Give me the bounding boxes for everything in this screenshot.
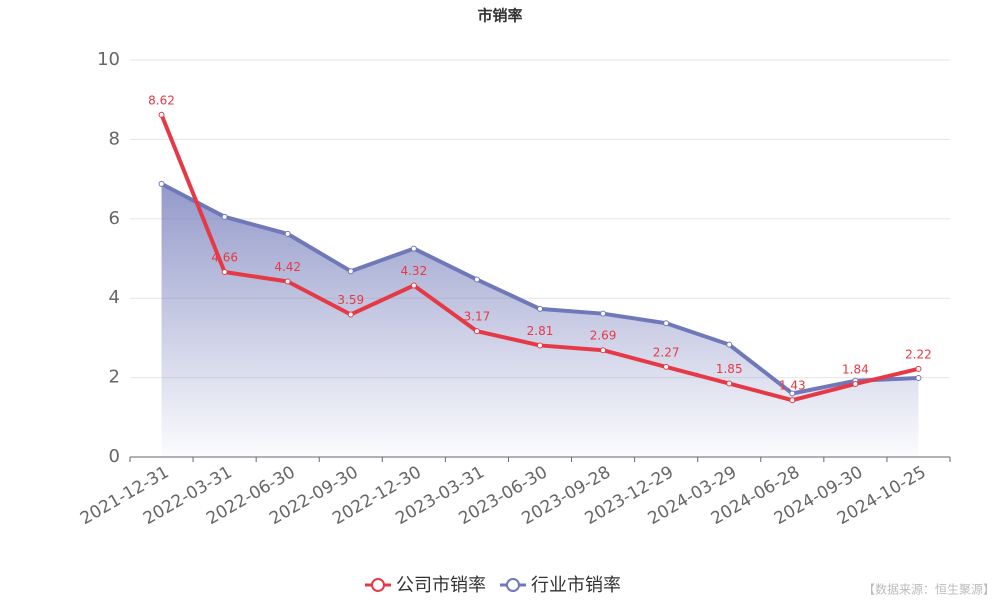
chart-title: 市销率: [477, 7, 522, 25]
point: [726, 341, 733, 348]
data-label: 1.85: [716, 362, 743, 376]
point: [852, 380, 859, 387]
data-label: 3.59: [337, 293, 364, 307]
y-tick-label: 2: [109, 367, 120, 388]
legend-label: 公司市销率: [396, 575, 486, 596]
point: [600, 347, 607, 354]
data-label: 2.69: [590, 329, 617, 343]
data-label: 1.84: [842, 362, 869, 376]
source-note: 【数据来源：恒生聚源】: [863, 582, 995, 597]
point: [284, 278, 291, 285]
point: [537, 342, 543, 349]
point: [347, 268, 354, 275]
y-tick-label: 6: [109, 208, 120, 229]
point: [221, 213, 228, 220]
point: [158, 180, 165, 187]
point: [347, 311, 354, 318]
data-label: 4.42: [274, 260, 301, 274]
data-label: 2.81: [527, 324, 554, 338]
point: [915, 365, 922, 372]
data-label: 3.17: [464, 310, 491, 324]
point: [789, 390, 796, 397]
point: [221, 268, 228, 275]
data-label: 2.27: [653, 345, 680, 359]
data-label: 1.43: [779, 379, 806, 393]
point: [726, 380, 733, 387]
point: [410, 245, 417, 252]
legend-marker: [371, 578, 385, 592]
data-label: 2.22: [905, 347, 932, 361]
point: [473, 276, 480, 283]
data-label: 4.32: [400, 264, 427, 278]
y-tick-label: 4: [109, 287, 120, 308]
point: [284, 230, 291, 237]
point: [600, 310, 607, 317]
legend-label: 行业市销率: [531, 575, 621, 596]
point: [410, 282, 417, 289]
point: [158, 111, 165, 118]
y-tick-label: 8: [109, 128, 120, 149]
area: [161, 183, 919, 457]
point: [789, 397, 796, 404]
y-tick-label: 0: [109, 446, 120, 467]
data-label: 4.66: [211, 250, 238, 264]
data-label: 8.62: [148, 93, 175, 107]
legend-marker: [506, 578, 520, 592]
point: [537, 305, 543, 312]
point: [663, 363, 670, 370]
point: [915, 374, 922, 381]
point: [473, 328, 480, 335]
point: [663, 320, 670, 327]
y-tick-label: 10: [97, 49, 120, 70]
